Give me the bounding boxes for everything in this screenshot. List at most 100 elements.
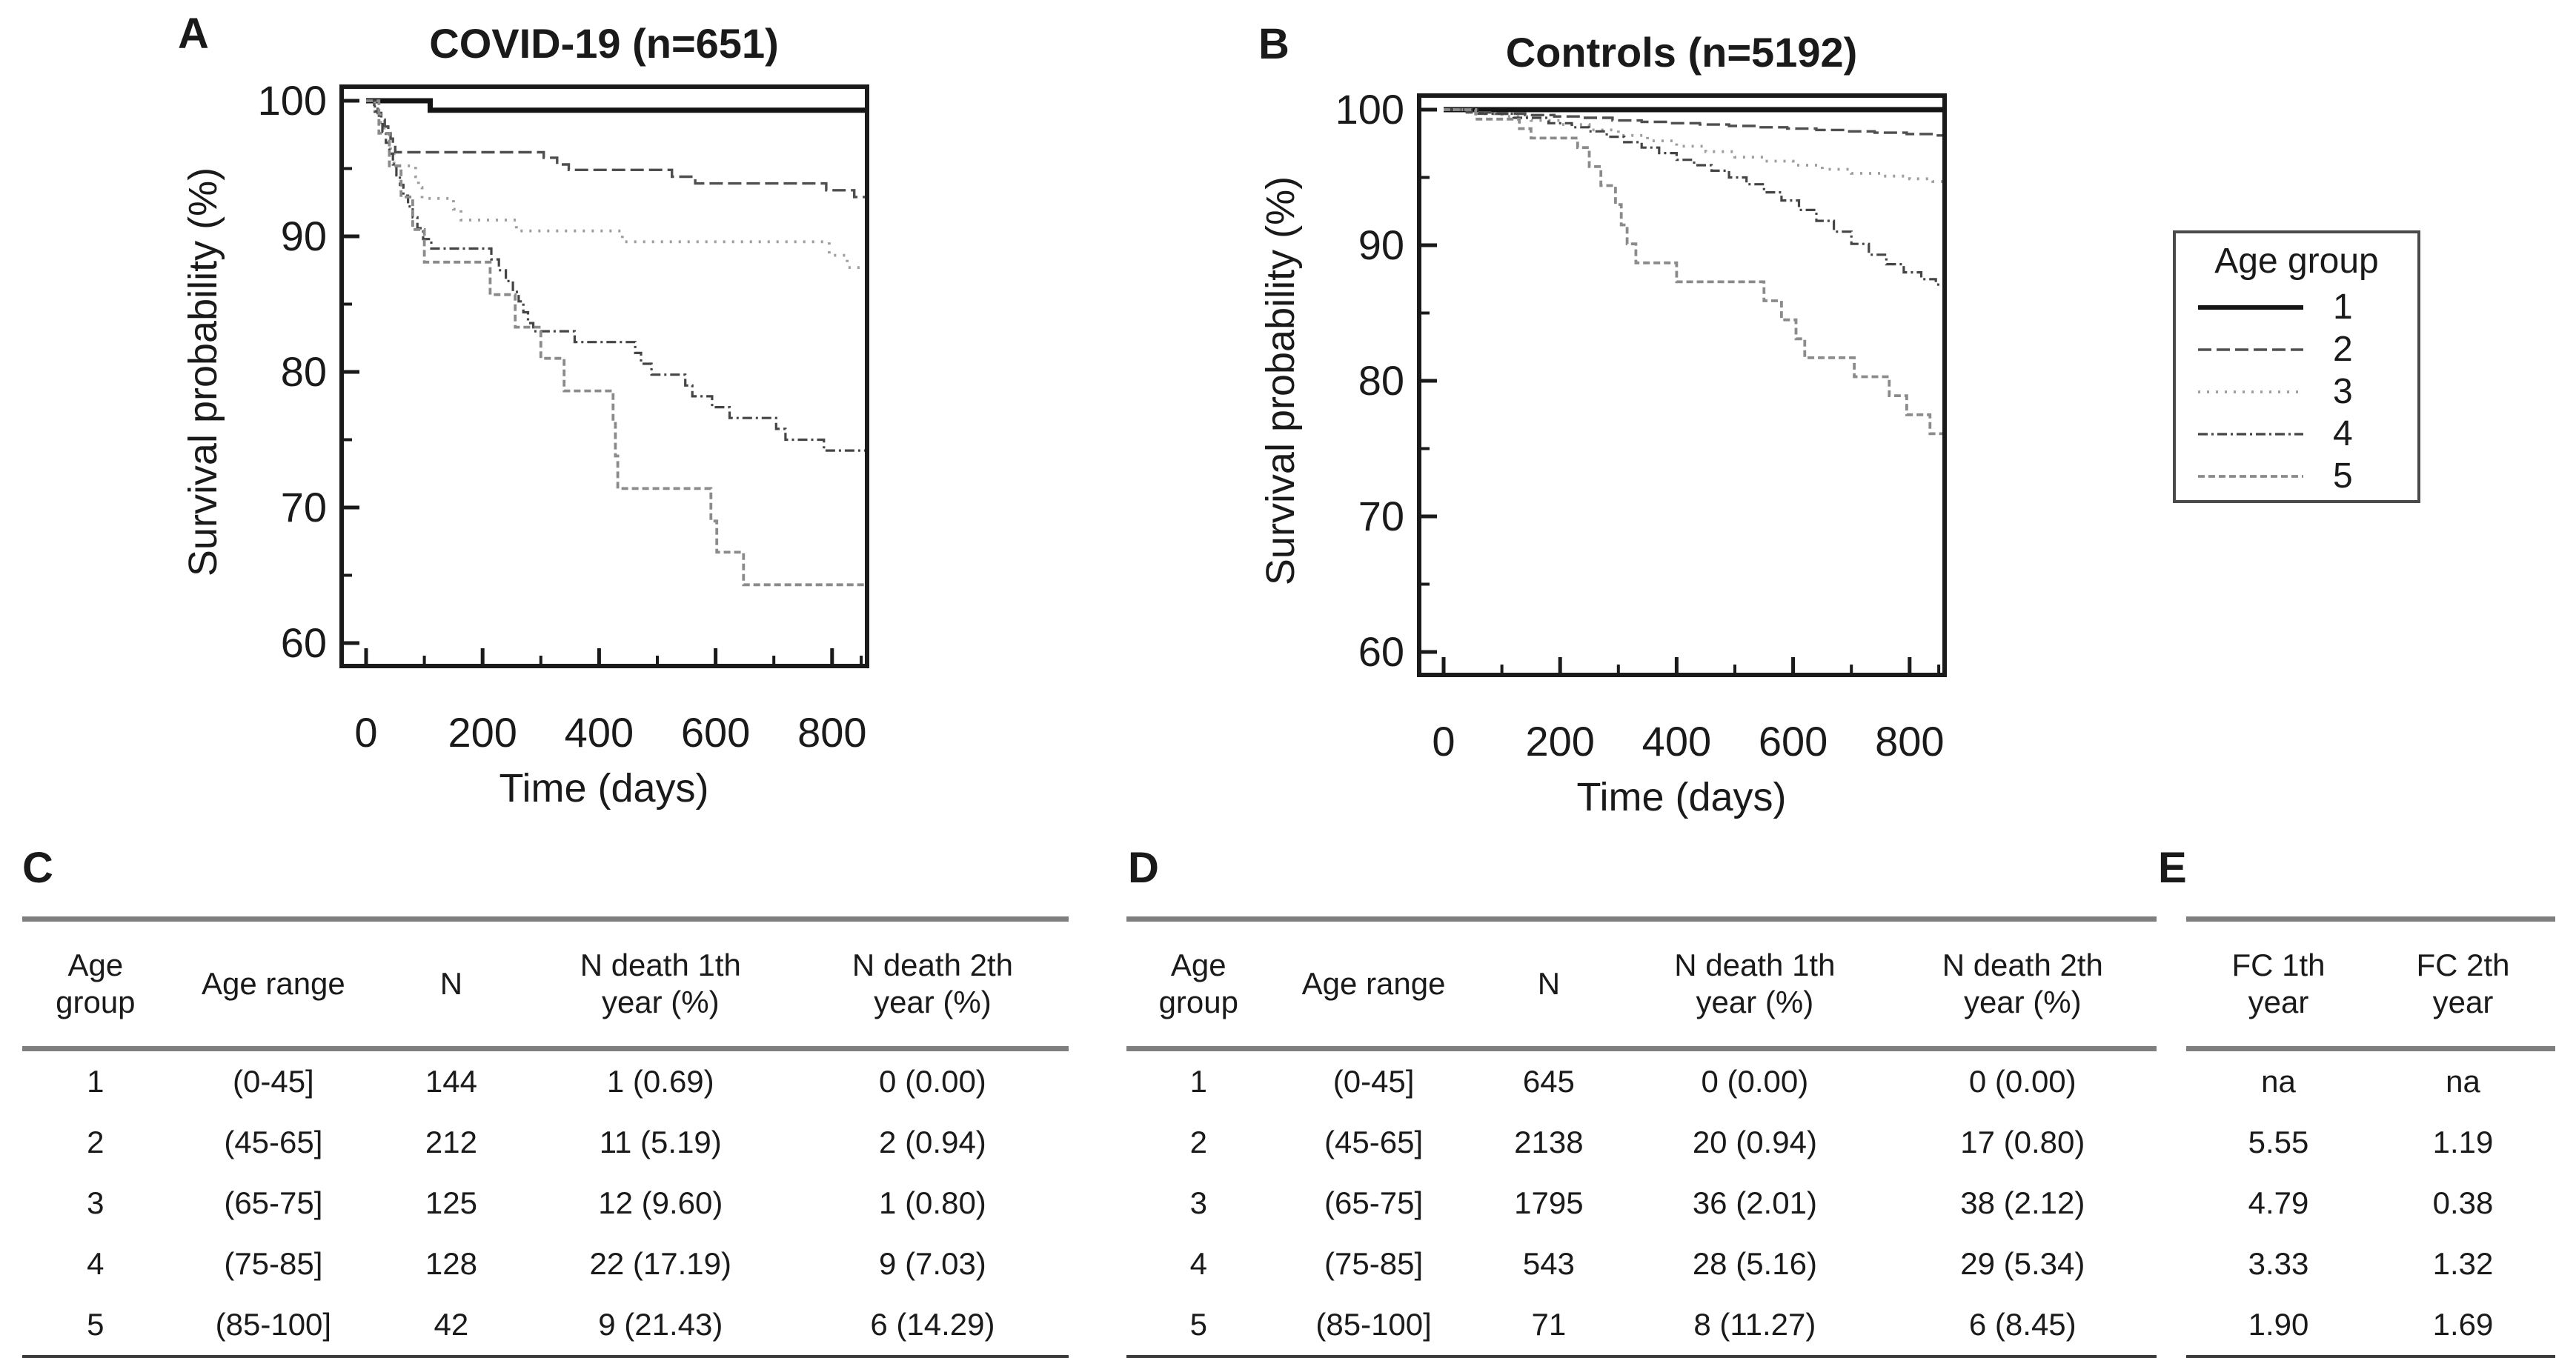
table-body: 1 (0-45] 144 1 (0.69) 0 (0.00) 2 (45-65] 212 11 … [22, 1049, 1069, 1358]
table-cell: 1.19 [2432, 1125, 2494, 1159]
table-cell: 71 [1531, 1307, 1567, 1342]
table-cell: 4 [1189, 1246, 1207, 1281]
table-cell: 0 (0.00) [1968, 1064, 2077, 1099]
table-cell: (75-85] [224, 1246, 323, 1281]
table-cell: na [2261, 1064, 2296, 1099]
table-cell: 543 [1522, 1246, 1575, 1281]
table-cell: (0-45] [1332, 1064, 1415, 1099]
y-tick-label: 100 [258, 77, 327, 124]
legend-line-sample [2198, 347, 2303, 351]
survival-curve-group-5 [366, 99, 866, 587]
table-cell: (0-45] [233, 1064, 314, 1099]
survival-curve-group-2 [1444, 108, 1943, 137]
table-fold-change: FC 1th year FC 2th year na na 5.55 1.19 4.79 0… [2186, 916, 2555, 1358]
legend-line-sample [2198, 390, 2303, 393]
column-header: Age group [22, 919, 169, 1051]
table-cell: 2 [87, 1125, 104, 1159]
y-tick-label: 90 [1358, 222, 1404, 268]
table-cell: (65-75] [1324, 1185, 1424, 1220]
survival-curve-group-3 [366, 99, 866, 269]
y-axis-title: Survival probability (%) [1258, 176, 1303, 585]
column-header: Age range [168, 919, 379, 1051]
table-cell: na [2446, 1064, 2480, 1099]
legend-item-text: 2 [2333, 330, 2353, 369]
table-row: 5.55 1.19 [2186, 1112, 2555, 1173]
x-axis-title: Time (days) [1576, 775, 1786, 819]
panel-label-b: B [1258, 20, 1289, 68]
km-chart-controls: Controls (n=5192) Survival probability (%… [1258, 29, 1947, 819]
table-row: na na [2186, 1049, 2555, 1113]
table-cell: 2 [1189, 1125, 1207, 1159]
legend-item-group-1: 1 [2176, 286, 2417, 328]
table-row: 5 (85-100] 71 8 (11.27) 6 (8.45) [1126, 1294, 2157, 1358]
table-header: Age group Age range N N death 1th year (%) N… [1126, 919, 2157, 1051]
table-cell: 17 (0.80) [1960, 1125, 2085, 1159]
table-cell: 125 [425, 1185, 477, 1220]
x-axis-title: Time (days) [499, 766, 708, 811]
panel-label-e: E [2158, 844, 2187, 892]
table-body: 1 (0-45] 645 0 (0.00) 0 (0.00) 2 (45-65] 2138 20… [1126, 1049, 2157, 1358]
table-cell: (65-75] [224, 1185, 323, 1220]
legend-item-group-4: 4 [2176, 413, 2417, 455]
column-header: N [1476, 919, 1621, 1051]
panel-label-d: D [1128, 844, 1159, 892]
table-cell: 1 (0.69) [606, 1064, 714, 1099]
legend-title: Age group [2214, 242, 2379, 281]
km-chart-covid: COVID-19 (n=651) Survival probability (%)… [181, 20, 869, 811]
table-cell: 3 [1189, 1185, 1207, 1220]
chart-title: Controls (n=5192) [1506, 29, 1858, 76]
table-header: Age group Age range N N death 1th year (%) N… [22, 919, 1069, 1051]
table-cell: 4 [87, 1246, 104, 1281]
y-tick-label: 100 [1335, 86, 1404, 133]
table-cell: 36 (2.01) [1692, 1185, 1817, 1220]
x-tick-label: 200 [448, 709, 517, 756]
survival-curve-group-4 [366, 99, 866, 452]
table-cell: (85-100] [1315, 1307, 1432, 1342]
legend-item-group-2: 2 [2176, 328, 2417, 370]
legend-line-sample [2198, 474, 2303, 478]
table-row: 2 (45-65] 212 11 (5.19) 2 (0.94) [22, 1112, 1069, 1173]
legend-item-text: 5 [2333, 456, 2353, 496]
panel-label-c: C [22, 844, 53, 892]
table-cell: 5.55 [2248, 1125, 2309, 1159]
table-covid-age-groups: Age group Age range N N death 1th year (%) N… [22, 916, 1069, 1358]
x-tick-label: 400 [1642, 718, 1711, 765]
table-cell: 1.32 [2432, 1246, 2494, 1281]
column-header: N death 2th year (%) [796, 919, 1069, 1051]
table-cell: (45-65] [1324, 1125, 1424, 1159]
legend-item-text: 3 [2333, 372, 2353, 411]
table-cell: (45-65] [224, 1125, 323, 1159]
y-tick-label: 70 [281, 484, 327, 530]
table-cell: 29 (5.34) [1960, 1246, 2085, 1281]
table-cell: 2138 [1514, 1125, 1584, 1159]
survival-curve-group-1 [366, 98, 866, 113]
table-row: 1.90 1.69 [2186, 1294, 2555, 1358]
legend-item-text: 4 [2333, 414, 2353, 453]
table-cell: 1.69 [2432, 1307, 2494, 1342]
table-header: FC 1th year FC 2th year [2186, 919, 2555, 1051]
x-tick-label: 400 [565, 709, 634, 756]
legend-item-group-5: 5 [2176, 455, 2417, 497]
y-tick-label: 90 [281, 213, 327, 259]
table-header-row: FC 1th year FC 2th year [2186, 919, 2555, 1051]
table-row: 2 (45-65] 2138 20 (0.94) 17 (0.80) [1126, 1112, 2157, 1173]
survival-curve-group-5 [1444, 108, 1943, 436]
x-tick-label: 0 [1432, 718, 1455, 765]
table-controls-age-groups: Age group Age range N N death 1th year (%) N… [1126, 916, 2157, 1358]
x-tick-label: 200 [1525, 718, 1594, 765]
table-cell: 0 (0.00) [879, 1064, 986, 1099]
table-cell: 9 (7.03) [879, 1246, 986, 1281]
plot-frame [1417, 93, 1947, 677]
table-cell: 3 [87, 1185, 104, 1220]
column-header: N [378, 919, 525, 1051]
legend-item-text: 1 [2333, 287, 2353, 327]
x-tick-label: 800 [1875, 718, 1944, 765]
chart-title: COVID-19 (n=651) [429, 20, 779, 67]
column-header: N death 2th year (%) [1888, 919, 2157, 1051]
table-header-row: Age group Age range N N death 1th year (%) N… [22, 919, 1069, 1051]
table-cell: 128 [425, 1246, 477, 1281]
column-header: Age range [1270, 919, 1477, 1051]
table-row: 5 (85-100] 42 9 (21.43) 6 (14.29) [22, 1294, 1069, 1358]
table-cell: 1 [87, 1064, 104, 1099]
